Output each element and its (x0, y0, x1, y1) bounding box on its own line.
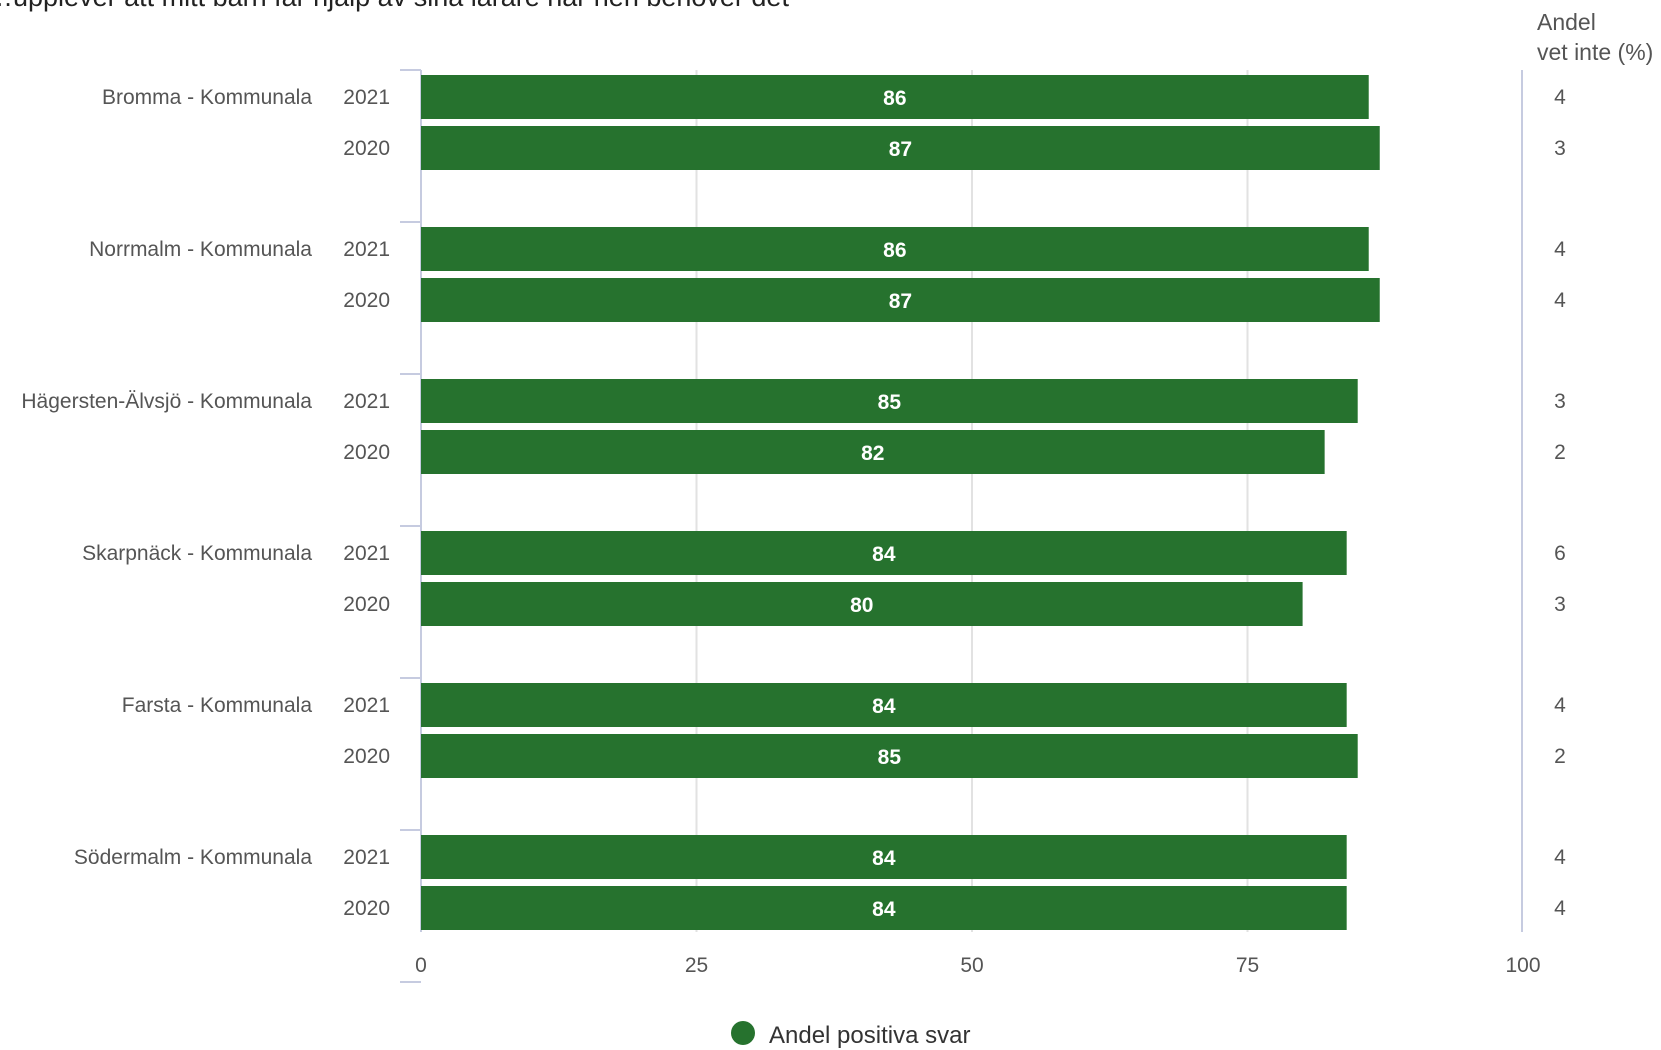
vet-inte-column: Andel vet inte (%) 4 3 4 4 3 2 6 3 4 2 4 4 (1537, 9, 1653, 920)
year-label: 2021 (343, 390, 390, 413)
bars: 86 87 86 87 85 82 84 80 84 85 84 84 (421, 75, 1380, 930)
vet-inte-value: 2 (1554, 745, 1566, 768)
vet-inte-value: 2 (1554, 441, 1566, 464)
group-label: Skarpnäck - Kommunala (82, 542, 312, 565)
vet-inte-value: 4 (1554, 846, 1566, 869)
group-label: Södermalm - Kommunala (74, 846, 312, 869)
legend-marker (731, 1021, 755, 1045)
vet-inte-value: 4 (1554, 289, 1566, 312)
chart-title: …upplever att mitt barn får hjälp av sin… (0, 0, 789, 12)
category-labels: 2021 2020 Bromma - Kommunala 2021 2020 Norrma… (21, 86, 390, 920)
vet-inte-value: 4 (1554, 86, 1566, 109)
side-header-line-1: Andel (1537, 9, 1596, 35)
x-tick-label: 75 (1236, 954, 1259, 977)
bar-value-label: 85 (878, 746, 902, 769)
bar-value-label: 84 (872, 847, 896, 870)
x-tick-label: 0 (415, 954, 427, 977)
x-tick-label: 100 (1505, 954, 1540, 977)
year-label: 2020 (343, 137, 390, 160)
bar-value-label: 85 (878, 391, 902, 414)
bar-value-label: 82 (861, 442, 884, 465)
vet-inte-value: 4 (1554, 897, 1566, 920)
gridlines (697, 70, 1248, 932)
x-axis-ticks: 0 25 50 75 100 (415, 954, 1540, 977)
year-label: 2020 (343, 289, 390, 312)
year-label: 2020 (343, 745, 390, 768)
vet-inte-value: 3 (1554, 390, 1566, 413)
side-header-line-2: vet inte (%) (1537, 39, 1653, 65)
bar-value-label: 84 (872, 898, 896, 921)
bar-value-label: 80 (850, 594, 873, 617)
x-tick-label: 50 (960, 954, 983, 977)
group-label: Farsta - Kommunala (122, 694, 313, 717)
year-label: 2021 (343, 238, 390, 261)
group-label: Hägersten-Älvsjö - Kommunala (21, 390, 312, 413)
bar-value-label: 86 (883, 239, 906, 262)
bar-value-label: 84 (872, 543, 896, 566)
vet-inte-value: 3 (1554, 137, 1566, 160)
vet-inte-value: 3 (1554, 593, 1566, 616)
vet-inte-value: 6 (1554, 542, 1566, 565)
year-label: 2021 (343, 542, 390, 565)
group-label: Norrmalm - Kommunala (89, 238, 312, 261)
bar-value-label: 84 (872, 695, 896, 718)
legend: Andel positiva svar (731, 1021, 970, 1049)
vet-inte-value: 4 (1554, 694, 1566, 717)
vet-inte-value: 4 (1554, 238, 1566, 261)
year-label: 2020 (343, 897, 390, 920)
year-label: 2021 (343, 694, 390, 717)
year-label: 2021 (343, 846, 390, 869)
year-label: 2021 (343, 86, 390, 109)
group-label: Bromma - Kommunala (102, 86, 312, 109)
legend-label: Andel positiva svar (769, 1022, 970, 1049)
bar-value-label: 86 (883, 87, 906, 110)
bar-value-label: 87 (889, 290, 912, 313)
bar-value-label: 87 (889, 138, 912, 161)
x-tick-label: 25 (685, 954, 708, 977)
year-label: 2020 (343, 441, 390, 464)
year-label: 2020 (343, 593, 390, 616)
